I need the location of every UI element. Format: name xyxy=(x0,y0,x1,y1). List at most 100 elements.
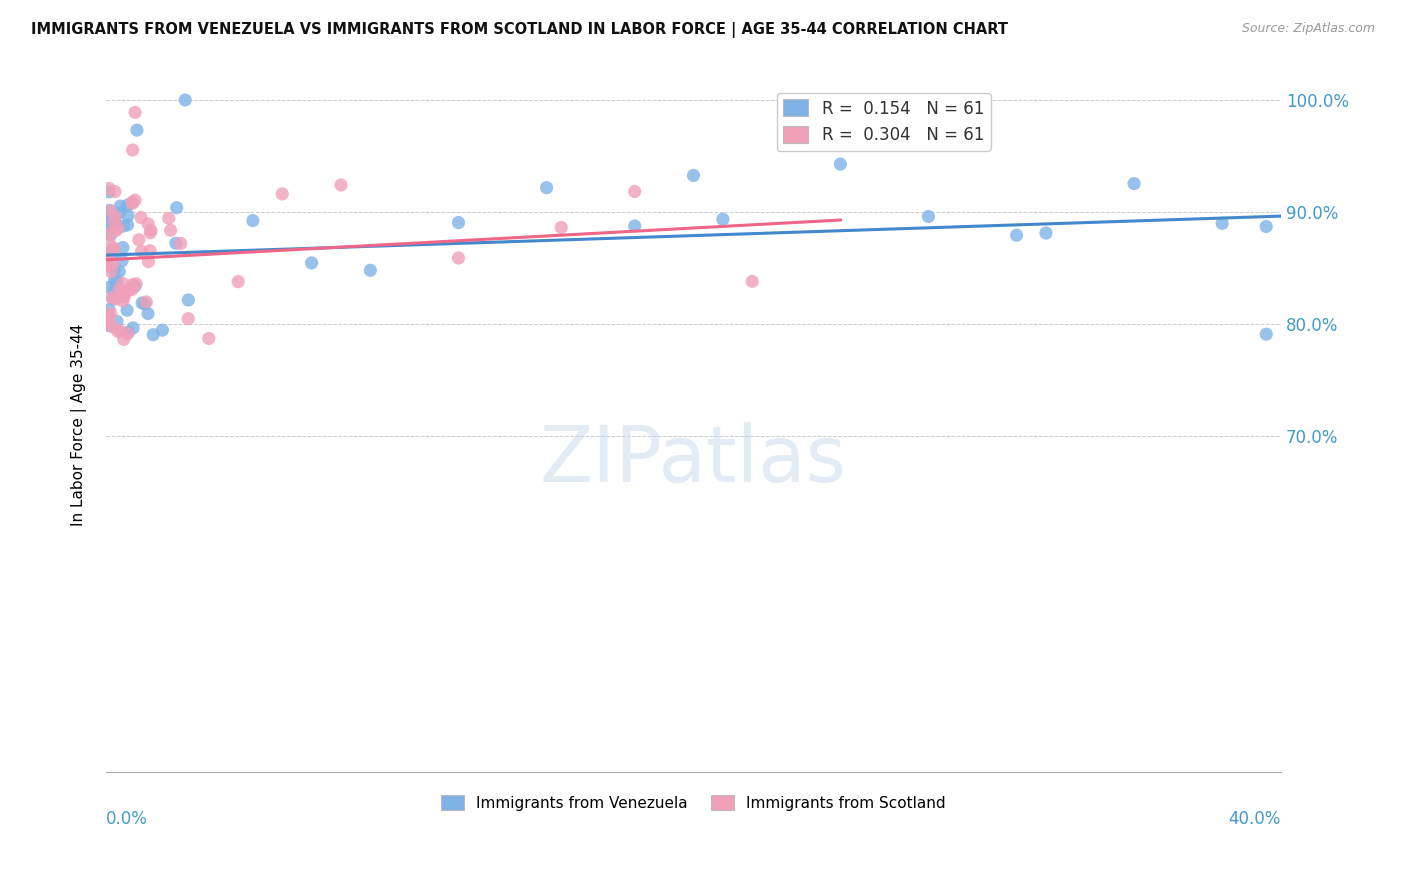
Point xyxy=(108,264,131,278)
Point xyxy=(138,254,160,268)
Text: 40.0%: 40.0% xyxy=(1229,810,1281,829)
Point xyxy=(121,195,143,210)
Point xyxy=(117,198,139,212)
Point xyxy=(111,293,134,308)
Point xyxy=(1035,226,1057,240)
Point xyxy=(125,123,148,137)
Point xyxy=(118,283,141,297)
Point xyxy=(105,314,128,328)
Point xyxy=(830,157,852,171)
Point xyxy=(103,274,125,288)
Point xyxy=(97,181,120,195)
Point xyxy=(104,224,127,238)
Point xyxy=(139,244,162,258)
Point xyxy=(121,143,143,157)
Point xyxy=(100,307,122,321)
Point xyxy=(104,210,127,224)
Point xyxy=(103,242,125,256)
Point xyxy=(97,252,120,267)
Point xyxy=(103,241,125,255)
Point xyxy=(110,199,132,213)
Point xyxy=(131,296,153,310)
Point xyxy=(125,277,148,291)
Point xyxy=(623,185,645,199)
Point xyxy=(117,326,139,340)
Point xyxy=(97,280,120,294)
Text: ZIPatlas: ZIPatlas xyxy=(540,422,846,498)
Point xyxy=(1005,228,1028,243)
Point xyxy=(112,219,135,233)
Point xyxy=(136,217,159,231)
Point xyxy=(177,311,200,326)
Text: Source: ZipAtlas.com: Source: ZipAtlas.com xyxy=(1241,22,1375,36)
Point xyxy=(101,257,124,271)
Point xyxy=(124,279,146,293)
Point xyxy=(100,218,122,232)
Point xyxy=(97,316,120,330)
Point xyxy=(359,263,381,277)
Y-axis label: In Labor Force | Age 35-44: In Labor Force | Age 35-44 xyxy=(72,324,87,526)
Point xyxy=(122,321,145,335)
Point xyxy=(121,196,143,211)
Point xyxy=(114,290,136,304)
Point xyxy=(97,310,120,324)
Point xyxy=(107,324,129,338)
Point xyxy=(100,213,122,227)
Point xyxy=(110,324,132,338)
Point xyxy=(104,185,127,199)
Point xyxy=(124,105,146,120)
Point xyxy=(111,253,134,268)
Point xyxy=(112,333,135,347)
Point xyxy=(97,185,120,199)
Point xyxy=(111,241,134,255)
Point xyxy=(117,218,139,232)
Point xyxy=(101,319,124,334)
Point xyxy=(100,216,122,230)
Point xyxy=(139,223,162,237)
Point xyxy=(100,265,122,279)
Point xyxy=(536,180,558,194)
Point xyxy=(97,259,120,273)
Point xyxy=(101,291,124,305)
Point xyxy=(98,212,121,227)
Point xyxy=(134,297,156,311)
Point xyxy=(550,220,572,235)
Point xyxy=(97,235,120,249)
Text: 0.0%: 0.0% xyxy=(105,810,148,829)
Point xyxy=(136,307,159,321)
Point xyxy=(447,251,470,265)
Point xyxy=(112,285,135,300)
Point xyxy=(97,258,120,272)
Point xyxy=(159,223,181,237)
Point xyxy=(271,186,294,201)
Point xyxy=(97,227,120,241)
Point xyxy=(741,274,763,288)
Point xyxy=(131,244,153,259)
Point xyxy=(177,293,200,307)
Point xyxy=(157,211,180,226)
Point xyxy=(165,236,187,251)
Point xyxy=(170,236,193,251)
Point xyxy=(103,215,125,229)
Point xyxy=(97,318,120,333)
Point xyxy=(174,93,197,107)
Point xyxy=(98,203,121,218)
Point xyxy=(1256,219,1278,234)
Point xyxy=(917,210,939,224)
Point xyxy=(98,244,121,259)
Point xyxy=(98,213,121,227)
Point xyxy=(108,282,131,296)
Point xyxy=(115,303,138,318)
Point xyxy=(101,292,124,306)
Point xyxy=(301,256,323,270)
Text: IMMIGRANTS FROM VENEZUELA VS IMMIGRANTS FROM SCOTLAND IN LABOR FORCE | AGE 35-44: IMMIGRANTS FROM VENEZUELA VS IMMIGRANTS … xyxy=(31,22,1008,38)
Point xyxy=(142,327,165,342)
Point xyxy=(226,275,249,289)
Legend: Immigrants from Venezuela, Immigrants from Scotland: Immigrants from Venezuela, Immigrants fr… xyxy=(434,789,952,817)
Point xyxy=(100,227,122,242)
Point xyxy=(682,169,704,183)
Point xyxy=(135,295,157,310)
Point xyxy=(103,263,125,277)
Point xyxy=(124,193,146,207)
Point xyxy=(330,178,353,192)
